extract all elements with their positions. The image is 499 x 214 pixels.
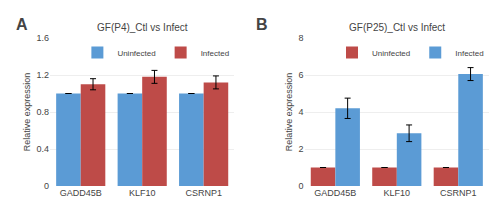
svg-text:1.6: 1.6 <box>36 33 49 43</box>
svg-text:6: 6 <box>299 70 304 80</box>
svg-text:Infected: Infected <box>201 49 229 58</box>
svg-text:GF(P25)_Ctl vs Infect: GF(P25)_Ctl vs Infect <box>349 22 445 33</box>
svg-text:KLF10: KLF10 <box>129 188 156 198</box>
svg-text:GADD45B: GADD45B <box>60 188 102 198</box>
svg-text:8: 8 <box>299 33 304 43</box>
svg-text:Uninfected: Uninfected <box>372 49 410 58</box>
svg-text:4: 4 <box>299 107 304 117</box>
svg-text:Relative expression: Relative expression <box>284 73 294 152</box>
svg-text:GF(P4)_Ctl vs Infect: GF(P4)_Ctl vs Infect <box>97 22 188 33</box>
svg-text:Relative expression: Relative expression <box>22 73 32 152</box>
svg-text:CSRNP1: CSRNP1 <box>440 188 477 198</box>
svg-text:A: A <box>16 16 28 33</box>
svg-text:2: 2 <box>299 144 304 154</box>
svg-text:CSRNP1: CSRNP1 <box>185 188 222 198</box>
svg-text:GADD45B: GADD45B <box>314 188 356 198</box>
svg-text:0.4: 0.4 <box>36 144 49 154</box>
svg-text:1.2: 1.2 <box>36 70 49 80</box>
svg-text:0.8: 0.8 <box>36 107 49 117</box>
svg-text:Infected: Infected <box>455 49 483 58</box>
svg-text:B: B <box>256 16 268 33</box>
svg-text:KLF10: KLF10 <box>384 188 411 198</box>
svg-text:0: 0 <box>44 181 49 191</box>
svg-text:0: 0 <box>299 181 304 191</box>
svg-text:Uninfected: Uninfected <box>117 49 155 58</box>
